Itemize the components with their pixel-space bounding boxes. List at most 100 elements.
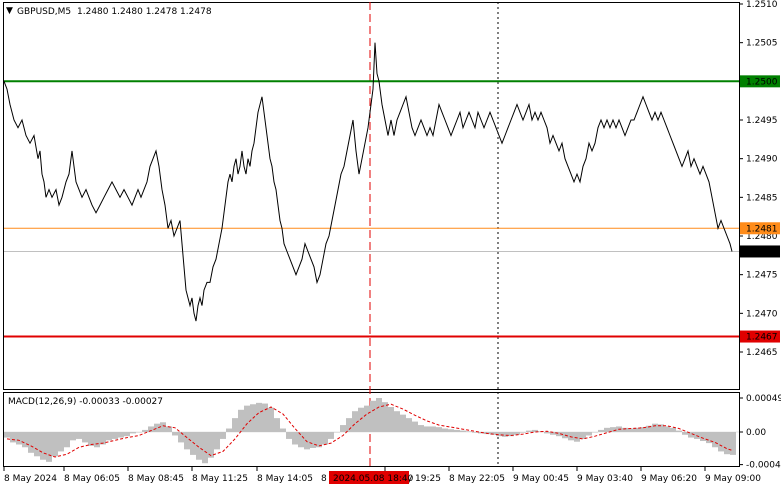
macd-bar (4, 432, 10, 438)
macd-bar (628, 428, 634, 432)
macd-bar (70, 432, 76, 441)
time-tick-label: 8 May 08:45 (128, 474, 184, 484)
macd-bar (418, 425, 424, 432)
price-tag-label: 1.2478 (746, 247, 778, 257)
macd-bar (232, 418, 238, 432)
macd-bar (208, 432, 214, 458)
macd-bar (502, 432, 508, 437)
macd-axis: 0.00049 0.00 -0.00047 (739, 394, 781, 471)
macd-bar (322, 432, 328, 445)
macd-bar (652, 423, 658, 432)
macd-bar (292, 432, 298, 445)
macd-bar (724, 432, 730, 455)
macd-bar (670, 427, 676, 432)
macd-bar (622, 427, 628, 432)
macd-bar (160, 422, 166, 432)
macd-bar (682, 432, 688, 435)
macd-bar (388, 407, 394, 432)
macd-bar (256, 402, 262, 432)
macd-bar (556, 432, 562, 437)
macd-tick-label: 0.00049 (746, 394, 781, 404)
macd-bar (472, 432, 478, 433)
macd-bar (676, 430, 682, 432)
macd-bar (148, 426, 154, 432)
time-tick-label: 8 May 19:25 (385, 474, 441, 484)
macd-bar (712, 432, 718, 448)
symbol-label: GBPUSD,M5 (17, 7, 71, 17)
price-tag-label: 1.2500 (746, 77, 778, 87)
price-tick-label: 1.2510 (746, 0, 778, 10)
macd-bar (262, 403, 268, 432)
macd-bar (226, 428, 232, 432)
macd-bar (298, 432, 304, 448)
macd-bar (382, 402, 388, 432)
macd-bar (700, 432, 706, 442)
main-panel-frame (3, 2, 740, 390)
macd-bar (568, 432, 574, 441)
macd-bar (376, 398, 382, 432)
macd-signal-line (6, 403, 734, 458)
price-tags: 1.2500 1.2481 1.2478 1.2467 (740, 75, 780, 343)
price-tick-label: 1.2475 (746, 271, 778, 281)
macd-bar (286, 432, 292, 439)
time-tick-label: 9 May 03:40 (577, 474, 633, 484)
macd-bar (172, 432, 178, 436)
macd-bar (490, 432, 496, 435)
macd-bar (220, 432, 226, 439)
price-line (3, 42, 733, 322)
macd-bar (94, 432, 100, 448)
macd-bar (28, 432, 34, 453)
macd-bar (598, 429, 604, 432)
price-tag-orange: 1.2481 (740, 222, 780, 235)
macd-bar (406, 418, 412, 432)
macd-bar (202, 432, 208, 464)
macd-bar (346, 418, 352, 432)
time-tick-label-partial: 8 (321, 474, 327, 484)
macd-bar (364, 405, 370, 432)
macd-bar (664, 426, 670, 432)
macd-bar (22, 432, 28, 448)
macd-bar (10, 432, 16, 443)
macd-bar (274, 418, 280, 432)
price-tag-green: 1.2500 (740, 75, 780, 88)
macd-bar (508, 432, 514, 437)
macd-bar (592, 432, 598, 433)
macd-bar (328, 432, 334, 439)
macd-bar (634, 427, 640, 432)
macd-histogram (4, 398, 736, 464)
macd-bar (496, 432, 502, 437)
macd-bar (430, 426, 436, 432)
macd-bar (334, 432, 340, 433)
macd-bar (394, 411, 400, 432)
macd-bar (76, 432, 82, 439)
macd-tick-label: 0.00 (746, 428, 766, 438)
macd-bar (424, 426, 430, 432)
macd-bar (238, 409, 244, 432)
macd-bar (118, 432, 124, 438)
macd-bar (268, 407, 274, 432)
macd-bar (340, 425, 346, 432)
macd-bar (190, 432, 196, 455)
macd-bar (142, 429, 148, 432)
time-tick-label: 9 May 06:20 (641, 474, 697, 484)
macd-bar (88, 432, 94, 446)
macd-bar (448, 429, 454, 432)
macd-bar (688, 432, 694, 438)
macd-bar (466, 431, 472, 432)
price-tag-red: 1.2467 (740, 330, 780, 343)
time-tick-label: 9 May 09:00 (705, 474, 761, 484)
macd-bar (244, 405, 250, 432)
macd-bar (526, 430, 532, 432)
macd-bar (514, 432, 520, 435)
macd-bar (280, 428, 286, 432)
symbol-dropdown-icon[interactable]: ▼ (6, 6, 13, 16)
macd-label: MACD(12,26,9) -0.00033 -0.00027 (8, 397, 163, 407)
macd-bar (454, 429, 460, 432)
macd-bar (532, 429, 538, 432)
macd-bar (610, 427, 616, 432)
macd-tick-label: -0.00047 (746, 461, 781, 471)
macd-bar (184, 432, 190, 450)
price-tag-background (740, 75, 780, 88)
macd-bar (136, 432, 142, 433)
